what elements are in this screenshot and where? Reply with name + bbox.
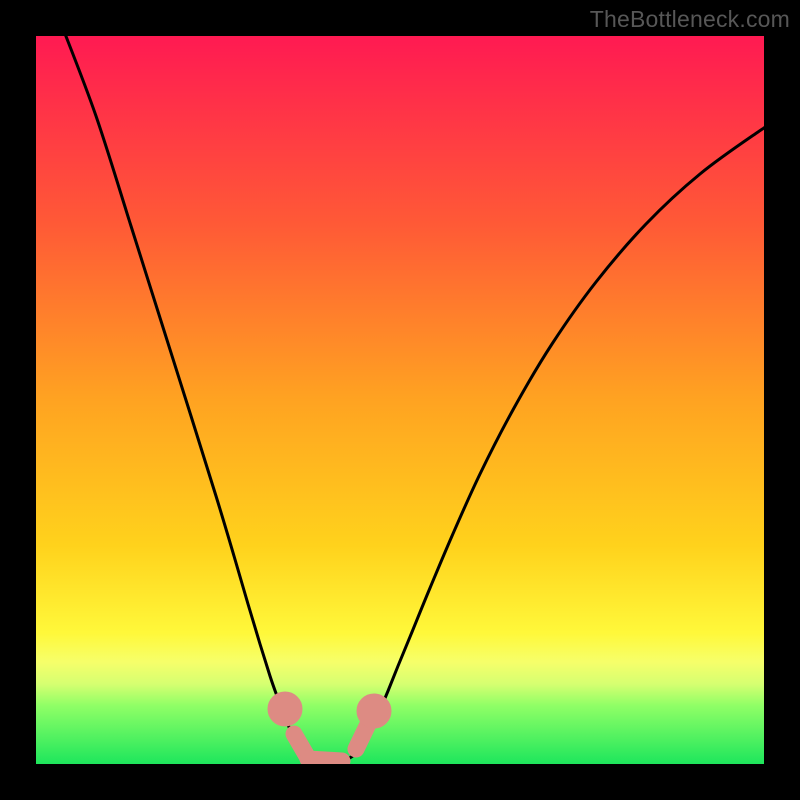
- watermark-text: TheBottleneck.com: [590, 6, 790, 33]
- chart-svg: [36, 36, 764, 764]
- plot-area: [36, 36, 764, 764]
- bottleneck-curve: [62, 36, 764, 763]
- trough-markers: [276, 700, 383, 761]
